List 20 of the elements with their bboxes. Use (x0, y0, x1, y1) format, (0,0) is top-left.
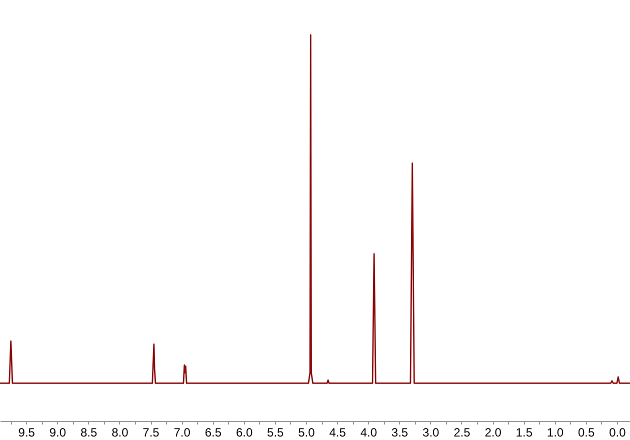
x-tick-label: 3.0 (422, 426, 440, 440)
x-tick-label: 7.0 (174, 426, 191, 440)
x-tick-label: 0.5 (578, 426, 596, 440)
x-tick-label: 1.0 (546, 426, 564, 440)
x-tick-label: 9.5 (18, 426, 36, 440)
x-tick-label: 7.5 (142, 426, 160, 440)
x-tick-label: 0.0 (609, 426, 626, 440)
x-tick-label: 1.5 (516, 426, 533, 440)
x-tick-label: 2.5 (454, 426, 471, 440)
x-tick-label: 5.0 (298, 426, 316, 440)
x-tick-label: 3.5 (391, 426, 408, 440)
x-tick-label: 4.5 (329, 426, 346, 440)
x-tick-label: 5.5 (267, 426, 284, 440)
x-tick-label: 2.0 (484, 426, 502, 440)
x-tick-label: 9.0 (49, 426, 66, 440)
x-tick-label: 8.5 (80, 426, 98, 440)
x-tick-label: 6.5 (204, 426, 222, 440)
x-tick-label: 8.0 (112, 426, 129, 440)
x-tick-label: 6.0 (236, 426, 253, 440)
x-tick-label: 4.0 (360, 426, 378, 440)
